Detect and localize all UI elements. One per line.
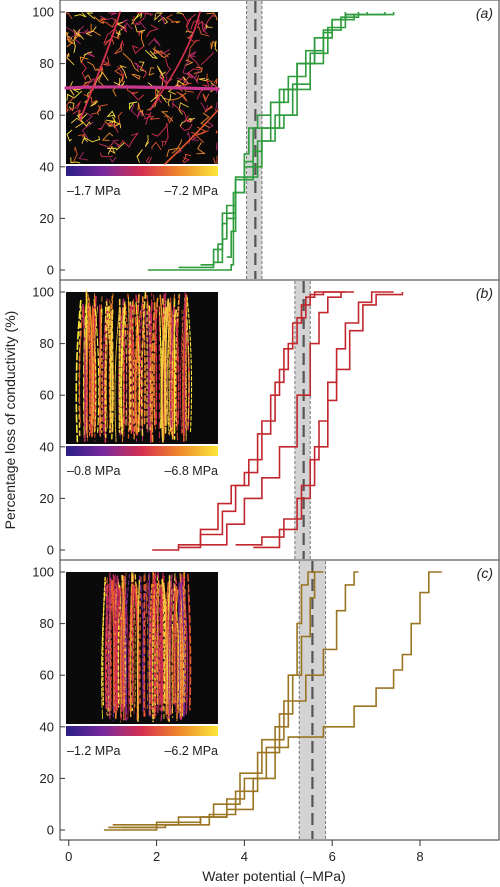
- y-tick-label: 20: [40, 491, 54, 506]
- series-line: [103, 571, 442, 831]
- panel-b: 0 20 40 60 80 100 (b) –0.8 MPa –6.8 MPa: [32, 279, 500, 561]
- y-tick-label: 80: [40, 616, 54, 631]
- panel-b-curves: [152, 291, 404, 551]
- stem-inset-c-color-scale: [66, 726, 218, 736]
- y-tick-label: 100: [32, 5, 54, 20]
- y-tick-label: 40: [40, 719, 54, 734]
- panel-b-band: [294, 281, 311, 559]
- series-line: [152, 291, 346, 551]
- panel-c-curves: [103, 571, 442, 831]
- stem-c-scale-max: –6.2 MPa: [164, 744, 218, 758]
- series-line: [112, 571, 359, 826]
- leaf-inset: –1.7 MPa –7.2 MPa: [64, 11, 220, 198]
- panel-c: 0 20 40 60 80 100 (c) –1.2 MPa –6.2 MPa: [32, 559, 500, 841]
- x-tick-label: 0: [65, 849, 72, 864]
- x-tick-label: 6: [329, 849, 336, 864]
- x-axis: 0 2 4 6 8: [65, 840, 424, 864]
- panel-c-yticks: 0 20 40 60 80 100: [32, 565, 65, 838]
- stem-b-scale-max: –6.8 MPa: [164, 464, 218, 478]
- x-tick-label: 2: [153, 849, 160, 864]
- x-axis-label: Water potential (–MPa): [202, 868, 345, 884]
- leaf-scale-max: –7.2 MPa: [164, 184, 218, 198]
- y-tick-label: 40: [40, 439, 54, 454]
- leaf-inset-color-scale: [66, 166, 218, 176]
- y-tick-label: 80: [40, 56, 54, 71]
- series-line: [235, 292, 404, 546]
- panel-a-curves: [147, 12, 395, 271]
- y-tick-label: 0: [47, 823, 54, 838]
- series-line: [121, 571, 324, 829]
- x-tick-label: 4: [241, 849, 248, 864]
- stem-inset-b: –0.8 MPa –6.8 MPa: [66, 291, 218, 478]
- panel-c-label: (c): [477, 565, 493, 581]
- panel-a: 0 20 40 60 80 100 (a) –1.7 MPa –7.2 MPa: [32, 0, 500, 281]
- leaf-scale-min: –1.7 MPa: [67, 184, 121, 198]
- panel-a-yticks: 0 20 40 60 80 100: [32, 5, 65, 278]
- y-axis-label: Percentage loss of conductivity (%): [2, 311, 18, 530]
- y-tick-label: 100: [32, 285, 54, 300]
- leaf-vein-network: [64, 11, 220, 165]
- series-line: [178, 12, 347, 269]
- y-tick-label: 0: [47, 263, 54, 278]
- x-tick-label: 8: [416, 849, 423, 864]
- stem-b-scale-min: –0.8 MPa: [67, 464, 121, 478]
- panel-b-label: (b): [476, 285, 493, 301]
- stem-c-scale-min: –1.2 MPa: [67, 744, 121, 758]
- series-line: [200, 12, 360, 266]
- y-tick-label: 60: [40, 668, 54, 683]
- series-line: [200, 292, 342, 546]
- panel-c-frame: [59, 559, 500, 841]
- series-line: [253, 291, 394, 549]
- panel-a-band: [246, 1, 262, 279]
- y-tick-label: 100: [32, 565, 54, 580]
- y-tick-label: 60: [40, 108, 54, 123]
- y-tick-label: 0: [47, 543, 54, 558]
- stem-vessel-network-b: [75, 291, 193, 443]
- series-line: [178, 291, 355, 549]
- y-tick-label: 40: [40, 159, 54, 174]
- y-tick-label: 20: [40, 211, 54, 226]
- series-line: [213, 12, 369, 264]
- y-tick-label: 80: [40, 336, 54, 351]
- panel-a-label: (a): [476, 5, 493, 21]
- stem-vessel-network-c: [101, 571, 192, 723]
- panel-b-yticks: 0 20 40 60 80 100: [32, 285, 65, 558]
- y-tick-label: 20: [40, 771, 54, 786]
- stem-inset-c: –1.2 MPa –6.2 MPa: [66, 571, 218, 758]
- y-tick-label: 60: [40, 388, 54, 403]
- stem-inset-b-color-scale: [66, 446, 218, 456]
